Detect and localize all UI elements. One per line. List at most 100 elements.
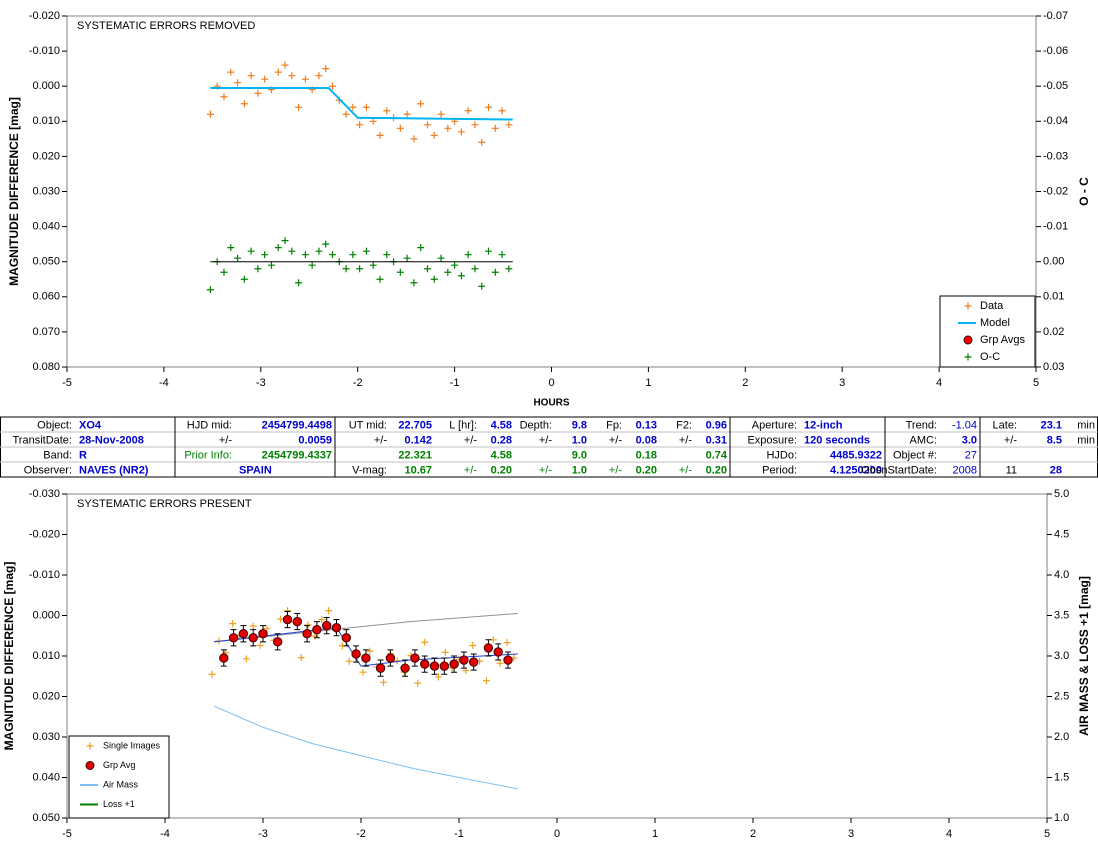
data-point — [322, 65, 330, 73]
legend-swatch — [86, 742, 94, 750]
legend-label: Model — [980, 317, 1010, 329]
y-axis-label: MAGNITUDE DIFFERENCE [mag] — [2, 562, 16, 751]
table-cell: Late: — [993, 419, 1017, 431]
table-cell: 23.1 — [1041, 419, 1062, 431]
table-cell: +/- — [219, 434, 232, 446]
group-average-point — [361, 653, 371, 663]
x-tick-label: -2 — [356, 828, 366, 840]
data-point — [318, 616, 326, 624]
legend-swatch — [963, 335, 973, 345]
data-point — [437, 254, 445, 262]
table-cell: 28-Nov-2008 — [79, 434, 144, 446]
y-tick-label: -0.010 — [29, 45, 60, 57]
data-point — [498, 251, 506, 259]
table-cell: L [hr]: — [449, 419, 477, 431]
data-point — [376, 275, 384, 283]
table-cell: Observer: — [24, 464, 72, 476]
group-average-point — [282, 614, 293, 625]
y-tick-label: 0.020 — [32, 690, 60, 702]
group-average-point — [493, 647, 503, 657]
data-point — [256, 641, 264, 649]
legend-label: Single Images — [103, 740, 161, 750]
y2-tick-label: -0.04 — [1043, 115, 1068, 127]
data-point — [496, 659, 504, 667]
table-cell: +/- — [374, 434, 387, 446]
data-point — [322, 240, 330, 248]
chart-title: SYSTEMATIC ERRORS REMOVED — [77, 20, 255, 32]
data-point — [261, 75, 269, 83]
legend-label: Loss +1 — [103, 799, 135, 809]
table-cell: Band: — [43, 449, 72, 461]
data-point — [369, 261, 377, 269]
table-cell: min — [1077, 434, 1095, 446]
x-tick-label: 5 — [1033, 377, 1039, 389]
table-cell: Prior Info: — [184, 449, 232, 461]
table-cell: min — [1077, 419, 1095, 431]
data-point — [423, 265, 431, 273]
data-point — [220, 93, 228, 101]
data-point — [220, 268, 228, 276]
group-average-point — [449, 659, 459, 669]
data-point — [498, 107, 506, 115]
y2-tick-label: 4.5 — [1054, 528, 1069, 540]
data-point — [329, 251, 337, 259]
data-point — [356, 265, 364, 273]
y2-tick-label: 2.0 — [1054, 731, 1069, 743]
table-cell: +/- — [1004, 434, 1017, 446]
x-tick-label: 0 — [548, 377, 554, 389]
y2-tick-label: -0.02 — [1043, 185, 1068, 197]
y-tick-label: 0.010 — [32, 650, 60, 662]
data-point — [229, 620, 237, 628]
data-point — [249, 622, 257, 630]
y2-tick-label: -0.06 — [1043, 45, 1068, 57]
y2-tick-label: -0.01 — [1043, 221, 1068, 233]
y-tick-label: 0.050 — [32, 812, 60, 824]
table-cell: UT mid: — [349, 419, 387, 431]
legend-label: Grp Avgs — [980, 334, 1026, 346]
data-point — [369, 117, 377, 125]
data-point — [345, 657, 353, 665]
group-average-point — [400, 663, 410, 673]
data-point — [380, 678, 388, 686]
data-point — [383, 107, 391, 115]
x-tick-label: 1 — [652, 828, 658, 840]
data-point — [362, 103, 370, 111]
table-cell: 22.705 — [398, 419, 432, 431]
y2-tick-label: -0.05 — [1043, 80, 1068, 92]
data-point — [437, 110, 445, 118]
table-cell: Object: — [37, 419, 72, 431]
y2-tick-label: 0.03 — [1043, 361, 1064, 373]
table-cell: 120 seconds — [804, 434, 870, 446]
table-cell: 0.18 — [636, 449, 657, 461]
table-cell: 2454799.4498 — [262, 419, 332, 431]
data-point — [403, 254, 411, 262]
data-point — [421, 638, 429, 646]
table-cell: HJDo: — [766, 449, 797, 461]
data-point — [295, 103, 303, 111]
table-cell: Exposure: — [747, 434, 797, 446]
y2-axis-label: AIR MASS & LOSS +1 [mag] — [1077, 576, 1091, 736]
x-tick-label: -3 — [256, 377, 266, 389]
table-cell: 0.28 — [491, 434, 512, 446]
data-point — [349, 251, 357, 259]
table-cell: Fp: — [606, 419, 622, 431]
data-point — [403, 110, 411, 118]
table-cell: 10.67 — [404, 464, 432, 476]
table-cell: +/- — [539, 434, 552, 446]
table-cell: Trend: — [906, 419, 937, 431]
group-average-point — [351, 649, 361, 659]
legend-label: Data — [980, 300, 1004, 312]
y-tick-label: 0.030 — [32, 185, 60, 197]
data-point — [482, 677, 490, 685]
table-cell: +/- — [679, 434, 692, 446]
table-cell: 0.0059 — [298, 434, 332, 446]
data-point — [329, 82, 337, 90]
legend-swatch — [964, 353, 972, 361]
table-cell: -1.04 — [952, 419, 977, 431]
table-cell: 9.8 — [572, 419, 587, 431]
table-cell: 0.96 — [706, 419, 727, 431]
data-point — [227, 68, 235, 76]
x-tick-label: 0 — [554, 828, 560, 840]
y-tick-label: -0.010 — [29, 569, 60, 581]
